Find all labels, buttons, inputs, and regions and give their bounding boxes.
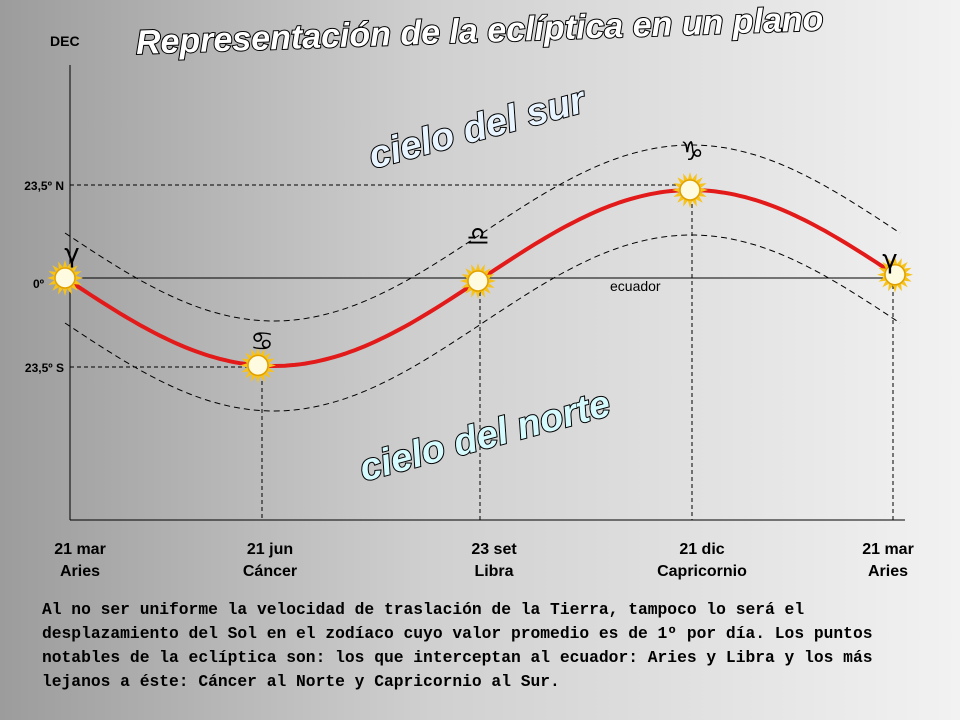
- point-sign: Capricornio: [657, 563, 747, 580]
- point-date: 21 dic: [679, 541, 724, 558]
- title: Representación de la eclíptica en un pla…: [135, 0, 824, 62]
- paragraph: Al no ser uniforme la velocidad de trasl…: [42, 600, 873, 691]
- point-sign: Cáncer: [243, 563, 297, 580]
- sun: [467, 270, 489, 292]
- point-sign: Aries: [868, 563, 908, 580]
- point-symbol: ♎: [466, 222, 489, 252]
- band-curve: [64, 144, 901, 322]
- declination-label: 23,5º S: [25, 361, 64, 375]
- equator-label: ecuador: [610, 278, 661, 294]
- point-symbol: γ: [64, 239, 79, 269]
- point-sign: Aries: [60, 563, 100, 580]
- point-symbol: γ: [882, 245, 897, 275]
- point-sign: Libra: [474, 563, 513, 580]
- north-sky-label: cielo del norte: [355, 383, 615, 490]
- sun: [884, 263, 906, 286]
- sun: [54, 267, 76, 289]
- suns: [47, 172, 913, 384]
- point-symbol: ♋: [250, 327, 273, 357]
- south-sky-label: cielo del sur: [364, 79, 591, 178]
- point-date: 21 mar: [862, 541, 914, 558]
- point-symbol: ♑: [680, 137, 703, 167]
- point-labels: γ 21 mar Aries ♋ 21 jun Cáncer ♎ 23 set Libra ♑ 21…: [54, 137, 914, 580]
- point-date: 21 mar: [54, 541, 106, 558]
- declination-label: 0º: [33, 277, 45, 291]
- point-date: 23 set: [471, 541, 517, 558]
- declination-label: 23,5º N: [24, 179, 64, 193]
- sun: [679, 179, 701, 201]
- point-date: 21 jun: [247, 541, 293, 558]
- sun: [247, 354, 269, 377]
- band-curve: [64, 234, 901, 412]
- axis-label: DEC: [50, 33, 80, 49]
